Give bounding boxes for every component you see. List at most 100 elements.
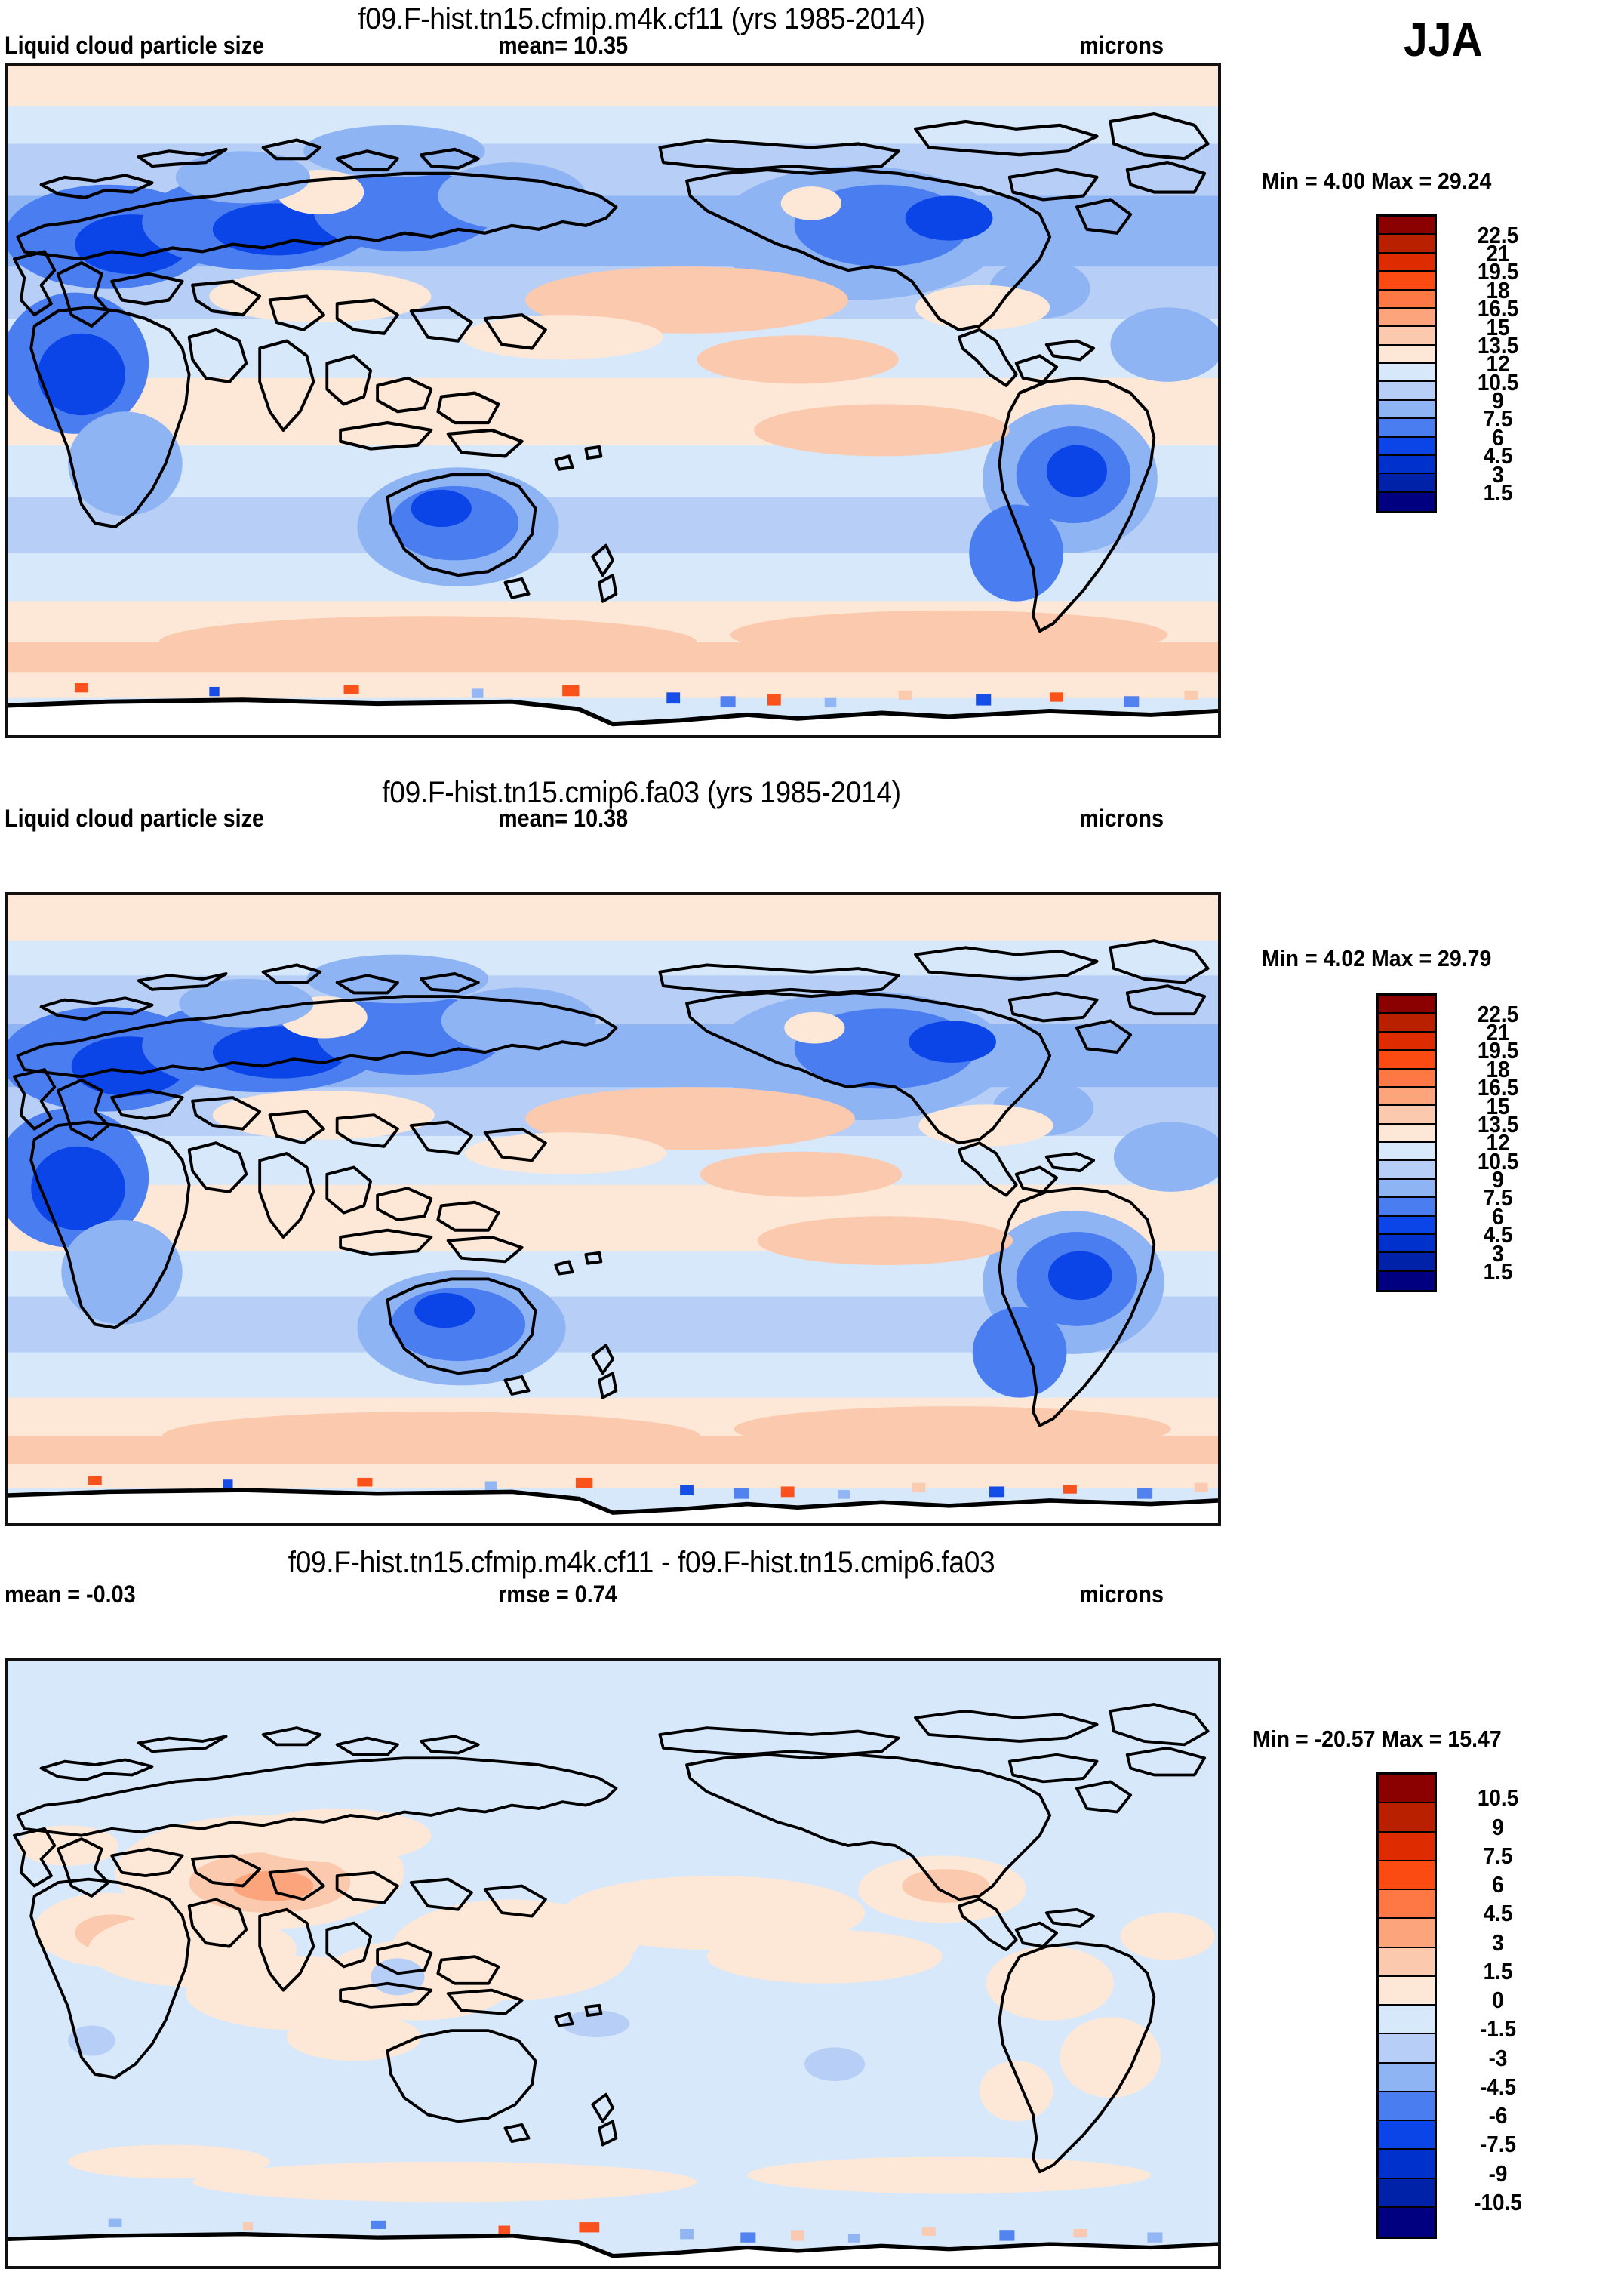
- colorbar-tick-label: 12: [1486, 1129, 1510, 1156]
- colorbar-2-swatches: [1376, 993, 1437, 1292]
- antarctica-2: [8, 1490, 1218, 1523]
- colorbar-swatch: [1379, 1161, 1435, 1180]
- colorbar-tick-label: 6: [1492, 1202, 1504, 1230]
- colorbar-swatch: [1379, 272, 1435, 291]
- colorbar-tick-label: 19.5: [1477, 1037, 1519, 1064]
- colorbar-swatch: [1379, 2063, 1435, 2092]
- colorbar-tick-label: -3: [1488, 2044, 1508, 2071]
- colorbar-swatch: [1379, 400, 1435, 420]
- panel-3-mean-label: mean = -0.03: [5, 1581, 136, 1608]
- colorbar-tick-label: 15: [1486, 1092, 1510, 1119]
- colorbar-tick-label: 9: [1492, 1166, 1504, 1193]
- colorbar-swatch: [1379, 253, 1435, 272]
- colorbar-1-swatches: [1376, 214, 1437, 513]
- panel-3-units: microns: [1079, 1581, 1164, 1608]
- colorbar-tick-label: -6: [1488, 2102, 1508, 2129]
- colorbar-swatch: [1379, 1775, 1435, 1804]
- colorbar-tick-label: 9: [1492, 1813, 1504, 1840]
- colorbar-swatch: [1379, 455, 1435, 475]
- colorbar-tick-label: 18: [1486, 276, 1510, 303]
- map-1-contours: [8, 66, 1218, 735]
- colorbar-1-ticks: 22.5 21 19.5 18 16.5 15 13.5 12 10.5 9 7.5 6 4.5 3 1.5: [1441, 214, 1555, 513]
- colorbar-tick-label: 3: [1492, 1929, 1504, 1956]
- colorbar-swatch: [1379, 1861, 1435, 1890]
- colorbar-swatch: [1379, 1143, 1435, 1162]
- panel-2-subrow: Liquid cloud particle size mean= 10.38 m…: [0, 805, 1283, 835]
- colorbar-swatch: [1379, 2178, 1435, 2208]
- colorbar-tick-label: 1.5: [1483, 479, 1513, 506]
- colorbar-tick-label: 1.5: [1483, 1258, 1513, 1285]
- colorbar-tick-label: 9: [1492, 387, 1504, 414]
- colorbar-swatch: [1379, 2150, 1435, 2179]
- colorbar-swatch: [1379, 1234, 1435, 1254]
- colorbar-3-ticks: 10.5 9 7.5 6 4.5 3 1.5 0 -1.5 -3 -4.5 -6 -7.5 -9 -10.5: [1441, 1772, 1555, 2240]
- colorbar-swatch: [1379, 235, 1435, 254]
- colorbar-tick-label: 18: [1486, 1055, 1510, 1082]
- panel-2-stat-label: mean= 10.38: [498, 805, 629, 832]
- antarctic-speckle-3: [108, 2218, 1163, 2243]
- map-2-svg: [8, 895, 1218, 1523]
- colorbar-tick-label: -4.5: [1479, 2073, 1517, 2100]
- colorbar-swatch: [1379, 1919, 1435, 1948]
- season-label: JJA: [1404, 14, 1483, 66]
- colorbar-tick-label: 6: [1492, 1871, 1504, 1898]
- panel-2-units: microns: [1079, 805, 1164, 832]
- colorbar-swatch: [1379, 1124, 1435, 1143]
- colorbar-tick-label: 21: [1486, 1019, 1510, 1046]
- colorbar-tick-label: 12: [1486, 350, 1510, 377]
- antarctic-speckle-1: [75, 683, 1198, 708]
- colorbar-swatch: [1379, 1253, 1435, 1272]
- panel-1-stat-label: mean= 10.35: [498, 32, 629, 59]
- panel-3-minmax: Min = -20.57 Max = 15.47: [1253, 1726, 1502, 1752]
- colorbar-swatch: [1379, 1069, 1435, 1088]
- panel-2-field-label: Liquid cloud particle size: [5, 805, 265, 832]
- colorbar-swatch: [1379, 327, 1435, 346]
- colorbar-swatch: [1379, 345, 1435, 364]
- colorbar-tick-label: 22.5: [1477, 221, 1519, 248]
- colorbar-tick-label: -7.5: [1479, 2131, 1517, 2158]
- colorbar-tick-label: 7.5: [1483, 405, 1513, 433]
- panel-3-title: f09.F-hist.tn15.cfmip.m4k.cf11 - f09.F-h…: [288, 1546, 995, 1579]
- panel-3-rmse-label: rmse = 0.74: [498, 1581, 617, 1608]
- colorbar-tick-label: 1.5: [1483, 1957, 1513, 1984]
- colorbar-swatch: [1379, 996, 1435, 1014]
- map-panel-1: [5, 63, 1221, 738]
- colorbar-tick-label: 7.5: [1483, 1842, 1513, 1869]
- colorbar-tick-label: 16.5: [1477, 295, 1519, 322]
- colorbar-swatch: [1379, 2034, 1435, 2064]
- colorbar-2-ticks: 22.5 21 19.5 18 16.5 15 13.5 12 10.5 9 7.5 6 4.5 3 1.5: [1441, 993, 1555, 1292]
- colorbar-swatch: [1379, 1803, 1435, 1833]
- colorbar-swatch: [1379, 1216, 1435, 1235]
- panel-1-subrow: Liquid cloud particle size mean= 10.35 m…: [0, 32, 1283, 62]
- colorbar-swatch: [1379, 1032, 1435, 1051]
- panel-3-subrow: mean = -0.03 rmse = 0.74 microns: [0, 1581, 1283, 1611]
- colorbar-tick-label: 10.5: [1477, 368, 1519, 396]
- map-2-contours: [8, 895, 1218, 1523]
- colorbar-swatch: [1379, 492, 1435, 511]
- map-3-svg: [8, 1661, 1218, 2266]
- map-3-contours: [8, 1703, 1218, 2266]
- colorbar-swatch: [1379, 1179, 1435, 1199]
- colorbar-tick-label: 7.5: [1483, 1184, 1513, 1211]
- colorbar-swatch: [1379, 1198, 1435, 1217]
- colorbar-tick-label: 10.5: [1477, 1784, 1519, 1812]
- colorbar-tick-label: 10.5: [1477, 1147, 1519, 1174]
- map-1-svg: [8, 66, 1218, 735]
- antarctica-1: [8, 700, 1218, 735]
- colorbar-tick-label: 0: [1492, 1987, 1504, 2014]
- colorbar-tick-label: 15: [1486, 313, 1510, 340]
- panel-2-minmax: Min = 4.02 Max = 29.79: [1262, 945, 1492, 971]
- colorbar-tick-label: 22.5: [1477, 1000, 1519, 1027]
- colorbar-swatch: [1379, 1051, 1435, 1070]
- colorbar-swatch: [1379, 1832, 1435, 1861]
- colorbar-swatch: [1379, 2207, 1435, 2237]
- colorbar-swatch: [1379, 1271, 1435, 1290]
- colorbar-tick-label: 4.5: [1483, 442, 1513, 469]
- map-panel-2: [5, 892, 1221, 1526]
- colorbar-tick-label: -1.5: [1479, 2015, 1517, 2043]
- colorbar-tick-label: 6: [1492, 423, 1504, 451]
- colorbar-swatch: [1379, 1014, 1435, 1033]
- colorbar-tick-label: 4.5: [1483, 1221, 1513, 1248]
- colorbar-tick-label: -9: [1488, 2160, 1508, 2187]
- colorbar-tick-label: 3: [1492, 1239, 1504, 1267]
